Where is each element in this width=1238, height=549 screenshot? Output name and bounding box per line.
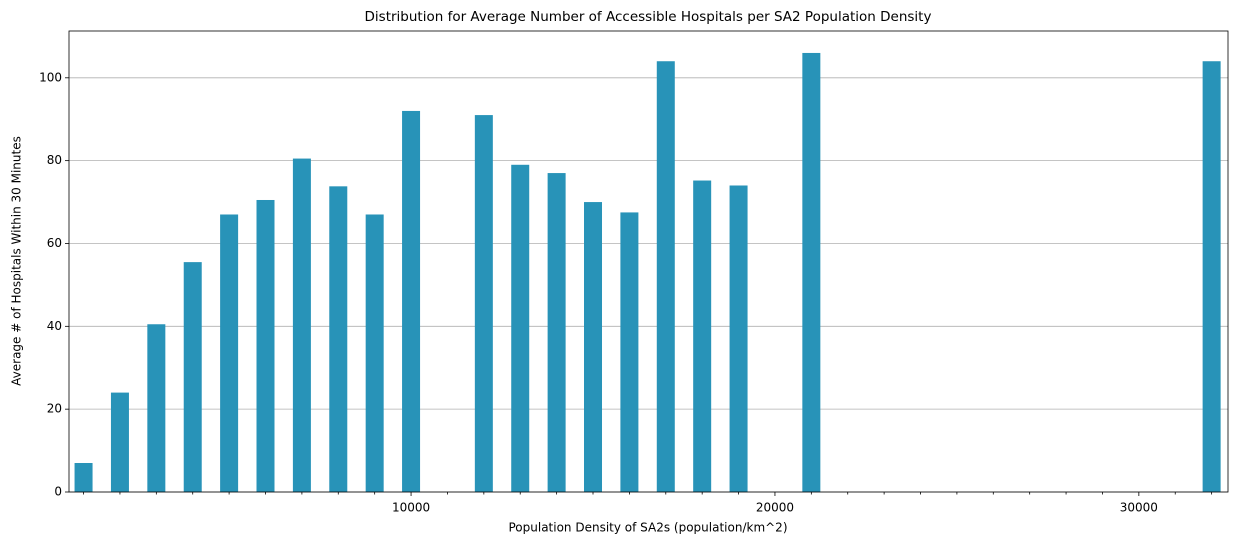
bar (329, 186, 348, 492)
bar (147, 324, 166, 492)
bar (693, 180, 712, 492)
bar (183, 262, 202, 492)
chart-title: Distribution for Average Number of Acces… (365, 9, 932, 25)
bar (729, 185, 748, 492)
plot-frame (68, 30, 1229, 493)
y-axis-label: Average # of Hospitals Within 30 Minutes (10, 136, 24, 386)
x-axis-label: Population Density of SA2s (population/k… (508, 521, 787, 535)
y-tick-label: 40 (47, 319, 62, 333)
bar (256, 199, 275, 492)
bar (584, 202, 603, 492)
bar (802, 52, 821, 492)
bar (74, 463, 93, 492)
x-tick-label: 20000 (756, 501, 794, 515)
bar (474, 115, 493, 493)
bar (620, 212, 639, 492)
bar (511, 164, 530, 492)
bar (365, 214, 384, 492)
bar (656, 61, 675, 492)
bar (292, 158, 311, 492)
y-tick-label: 80 (47, 153, 62, 167)
x-tick-label: 10000 (392, 501, 430, 515)
y-tick-label: 100 (39, 70, 62, 84)
y-tick-label: 60 (47, 236, 62, 250)
y-tick-label: 20 (47, 402, 62, 416)
bar (547, 173, 566, 492)
x-tick-label: 30000 (1120, 501, 1158, 515)
y-tick-label: 0 (54, 485, 62, 499)
bar (1202, 61, 1221, 492)
bar (402, 110, 421, 492)
bar (220, 214, 239, 492)
bar (110, 392, 129, 492)
